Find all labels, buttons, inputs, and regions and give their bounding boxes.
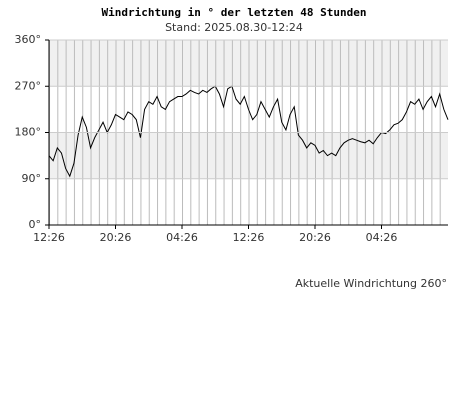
chart-title: Windrichtung in ° der letzten 48 Stunden (102, 6, 367, 19)
x-tick-label: 20:26 (299, 231, 331, 244)
y-tick-label: 360° (15, 33, 42, 46)
x-tick-label: 20:26 (100, 231, 132, 244)
x-tick-label: 12:26 (233, 231, 265, 244)
y-tick-label: 180° (15, 126, 42, 139)
x-tick-label: 04:26 (366, 231, 398, 244)
x-tick-label: 04:26 (166, 231, 198, 244)
x-tick-label: 12:26 (33, 231, 65, 244)
annotation: Aktuelle Windrichtung 260° (295, 277, 447, 290)
y-tick-label: 90° (22, 172, 42, 185)
chart-subtitle: Stand: 2025.08.30-12:24 (165, 21, 303, 34)
y-tick-label: 270° (15, 79, 42, 92)
y-tick-label: 0° (29, 218, 42, 231)
